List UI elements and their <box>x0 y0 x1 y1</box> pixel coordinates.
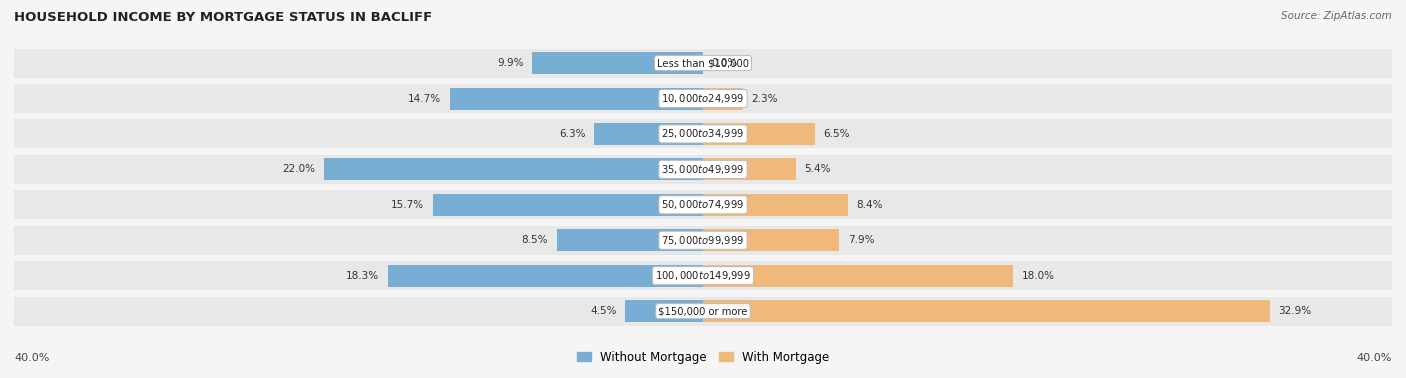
Bar <box>433 194 703 216</box>
Text: 7.9%: 7.9% <box>848 235 875 245</box>
Text: 32.9%: 32.9% <box>1278 306 1312 316</box>
Text: $35,000 to $49,999: $35,000 to $49,999 <box>661 163 745 176</box>
Bar <box>703 194 848 216</box>
Bar <box>388 265 703 287</box>
Text: 0.0%: 0.0% <box>711 58 738 68</box>
Bar <box>450 88 703 110</box>
Bar <box>14 84 1392 113</box>
Text: 14.7%: 14.7% <box>408 93 441 104</box>
Text: $50,000 to $74,999: $50,000 to $74,999 <box>661 198 745 211</box>
Text: $25,000 to $34,999: $25,000 to $34,999 <box>661 127 745 141</box>
Text: 2.3%: 2.3% <box>751 93 778 104</box>
Legend: Without Mortgage, With Mortgage: Without Mortgage, With Mortgage <box>572 346 834 368</box>
Bar <box>703 88 742 110</box>
Bar <box>595 123 703 145</box>
Bar <box>533 52 703 74</box>
Bar <box>14 297 1392 326</box>
Text: 6.5%: 6.5% <box>824 129 851 139</box>
Bar <box>703 265 1012 287</box>
Text: 4.5%: 4.5% <box>591 306 617 316</box>
Text: $100,000 to $149,999: $100,000 to $149,999 <box>655 269 751 282</box>
Bar <box>14 48 1392 77</box>
Text: Less than $10,000: Less than $10,000 <box>657 58 749 68</box>
Bar <box>626 300 703 322</box>
Text: 9.9%: 9.9% <box>498 58 524 68</box>
Bar <box>14 261 1392 290</box>
Text: 15.7%: 15.7% <box>391 200 425 210</box>
Bar <box>703 229 839 251</box>
Text: 18.3%: 18.3% <box>346 271 380 281</box>
Text: 5.4%: 5.4% <box>804 164 831 174</box>
Text: HOUSEHOLD INCOME BY MORTGAGE STATUS IN BACLIFF: HOUSEHOLD INCOME BY MORTGAGE STATUS IN B… <box>14 11 432 24</box>
Text: 8.4%: 8.4% <box>856 200 883 210</box>
Text: $150,000 or more: $150,000 or more <box>658 306 748 316</box>
Bar <box>323 158 703 180</box>
Bar <box>703 300 1270 322</box>
Text: 8.5%: 8.5% <box>522 235 548 245</box>
Text: 6.3%: 6.3% <box>560 129 586 139</box>
Bar <box>14 119 1392 149</box>
Text: 22.0%: 22.0% <box>283 164 315 174</box>
Bar <box>557 229 703 251</box>
Text: $75,000 to $99,999: $75,000 to $99,999 <box>661 234 745 247</box>
Bar <box>14 155 1392 184</box>
Text: 18.0%: 18.0% <box>1022 271 1054 281</box>
Bar <box>14 226 1392 255</box>
Text: Source: ZipAtlas.com: Source: ZipAtlas.com <box>1281 11 1392 21</box>
Bar <box>703 123 815 145</box>
Text: 40.0%: 40.0% <box>1357 353 1392 363</box>
Text: 40.0%: 40.0% <box>14 353 49 363</box>
Bar <box>14 190 1392 219</box>
Bar <box>703 158 796 180</box>
Text: $10,000 to $24,999: $10,000 to $24,999 <box>661 92 745 105</box>
